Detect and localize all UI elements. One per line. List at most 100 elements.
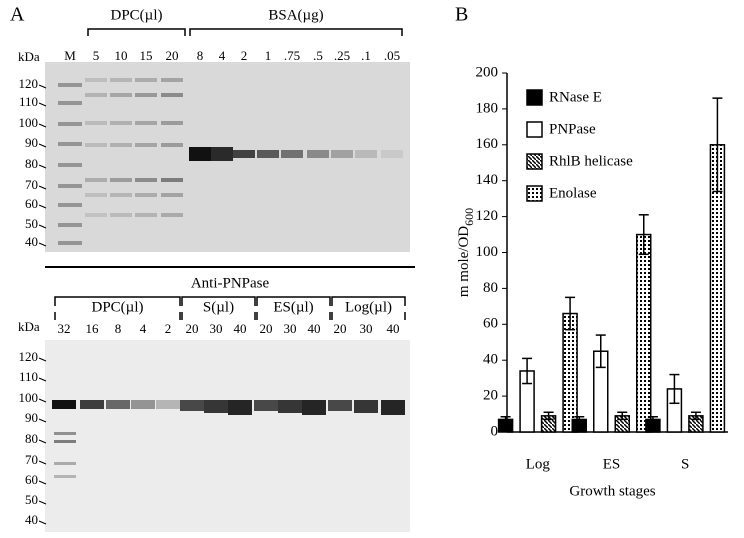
gel-band <box>54 440 76 443</box>
lane-label: 40 <box>387 321 400 336</box>
error-bar <box>669 373 680 405</box>
marker-label: 60 <box>25 196 38 211</box>
legend-swatch <box>526 89 543 106</box>
legend-swatch <box>526 121 543 138</box>
error-bar <box>574 415 585 423</box>
gel-band <box>161 178 183 182</box>
group-label: ES(µl) <box>273 299 313 315</box>
gel-band <box>331 150 353 158</box>
lane-label: 20 <box>260 321 273 336</box>
marker-label: 80 <box>25 431 38 446</box>
lane-label: 5 <box>93 48 100 63</box>
gel-band <box>204 400 228 413</box>
marker-tick <box>38 123 47 128</box>
gel-band <box>110 193 132 197</box>
lane-label: .25 <box>334 48 350 63</box>
gel-band <box>54 462 76 465</box>
marker-tick <box>38 418 47 423</box>
lane-label: 20 <box>334 321 347 336</box>
x-tick-label: ES <box>603 456 621 472</box>
gel-band <box>228 400 252 415</box>
lane-label: 40 <box>234 321 247 336</box>
gel-band <box>58 83 82 87</box>
gel-band <box>354 400 378 413</box>
group-label: Log(µl) <box>345 299 392 315</box>
lane-label: 16 <box>86 321 100 336</box>
lane-label: 8 <box>197 48 204 63</box>
gel-band <box>58 241 82 245</box>
lane-label: 32 <box>58 321 71 336</box>
marker-tick <box>38 500 47 505</box>
lane-label: 20 <box>186 321 199 336</box>
gel-band <box>58 122 82 126</box>
lane-label: .05 <box>384 48 400 63</box>
group-label: BSA(µg) <box>268 7 323 23</box>
gel-band <box>381 150 403 158</box>
gel-band <box>54 475 76 478</box>
gel-band <box>110 178 132 182</box>
bracket <box>54 296 181 306</box>
y-tick-label: 160 <box>476 136 499 152</box>
gel-band <box>110 143 132 147</box>
gel-band <box>110 121 132 125</box>
marker-label: 70 <box>25 452 38 467</box>
marker-lane-label: M <box>64 48 76 63</box>
error-bar <box>617 411 628 421</box>
marker-label: 110 <box>19 369 38 384</box>
marker-tick <box>38 242 47 247</box>
bar <box>562 312 578 433</box>
bar <box>636 233 652 433</box>
y-tick-label: 140 <box>476 172 499 188</box>
marker-tick <box>38 357 47 362</box>
lane-label: 2 <box>165 321 172 336</box>
gel-band <box>110 93 132 97</box>
gel-band <box>85 78 107 82</box>
marker-label: 120 <box>19 349 39 364</box>
marker-label: 50 <box>25 216 38 231</box>
gel-band <box>135 143 157 147</box>
gel-image <box>45 340 410 532</box>
lane-label: 2 <box>241 48 248 63</box>
gel-band <box>355 150 377 158</box>
legend-label: PNPase <box>549 121 596 137</box>
bracket <box>87 28 186 36</box>
lane-label: 30 <box>360 321 373 336</box>
gel-band <box>161 143 183 147</box>
gel-band <box>156 400 180 409</box>
gel-band <box>161 213 183 217</box>
gel-band <box>307 150 329 158</box>
legend-swatch <box>526 185 543 202</box>
error-bar <box>500 415 511 423</box>
blot-title: Anti-PNPase <box>191 275 270 291</box>
gel-band <box>58 142 82 146</box>
bracket <box>256 296 331 306</box>
gel-band <box>135 193 157 197</box>
marker-label: 120 <box>19 76 39 91</box>
marker-tick <box>38 480 47 485</box>
gel-band <box>52 400 76 409</box>
gel-band <box>135 178 157 182</box>
y-tick-label: 120 <box>476 208 499 224</box>
error-bar <box>565 296 576 331</box>
gel-band <box>161 93 183 97</box>
kda-label: kDa <box>18 49 40 64</box>
panel-label: B <box>455 4 468 26</box>
marker-tick <box>38 204 47 209</box>
gel-band <box>131 400 155 409</box>
group-label: S(µl) <box>203 299 234 315</box>
marker-tick <box>38 520 47 525</box>
marker-label: 70 <box>25 177 38 192</box>
marker-tick <box>38 102 47 107</box>
gel-band <box>58 163 82 167</box>
x-tick-label: Log <box>526 456 551 472</box>
y-tick-label: 0 <box>491 423 499 439</box>
gel-band <box>211 147 233 161</box>
marker-label: 90 <box>25 410 38 425</box>
x-axis-label: Growth stages <box>569 483 655 499</box>
lane-label: 4 <box>140 321 147 336</box>
lane-label: .1 <box>361 48 371 63</box>
gel-band <box>161 193 183 197</box>
group-label: DPC(µl) <box>111 7 163 23</box>
gel-band <box>180 400 204 411</box>
